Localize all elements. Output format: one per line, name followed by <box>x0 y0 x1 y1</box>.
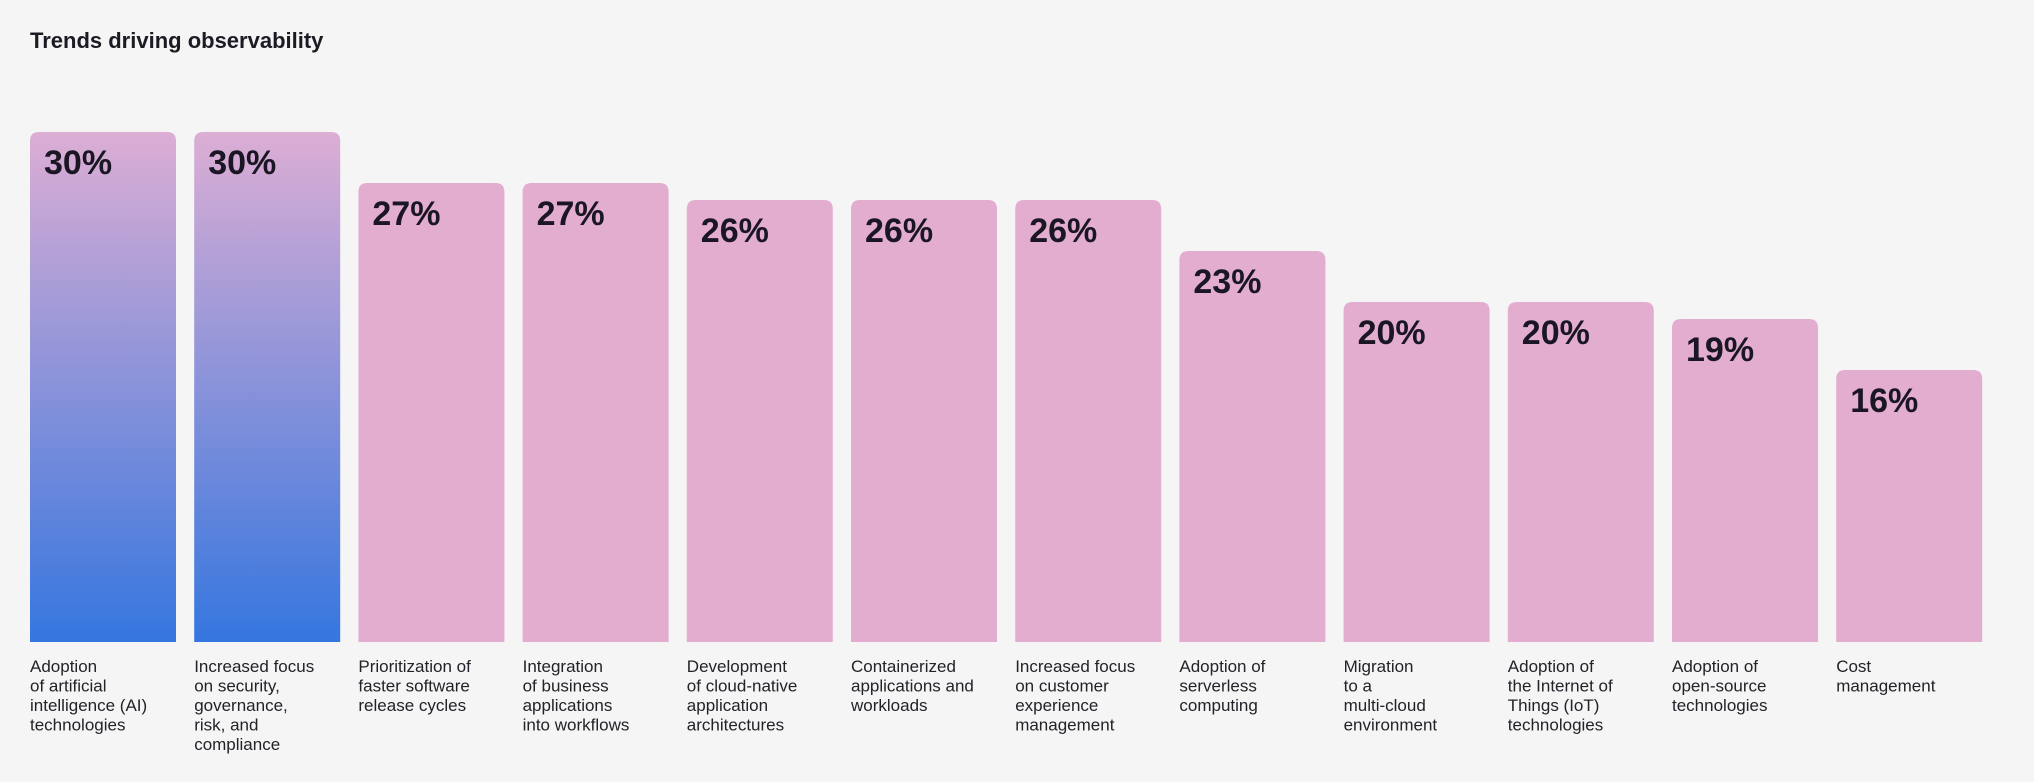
bar-value-label-5: 26% <box>701 212 769 250</box>
category-label-line: Integration <box>523 657 603 676</box>
bar-1 <box>30 132 176 642</box>
category-label-line: Prioritization of <box>358 657 471 676</box>
category-label-line: Development <box>687 657 787 676</box>
category-label-line: experience <box>1015 696 1098 715</box>
category-label-line: application <box>687 696 768 715</box>
category-label-line: intelligence (AI) <box>30 696 147 715</box>
category-label-line: Increased focus <box>1015 657 1135 676</box>
category-label-line: of business <box>523 677 609 696</box>
bar-value-label-6: 26% <box>865 212 933 250</box>
bar-4 <box>522 183 669 642</box>
category-label-line: risk, and <box>194 716 258 735</box>
category-label-line: open-source <box>1672 677 1767 696</box>
category-label-line: environment <box>1344 716 1438 735</box>
bar-value-label-11: 19% <box>1686 331 1754 369</box>
bar-value-label-3: 27% <box>372 195 440 233</box>
category-label-line: of artificial <box>30 677 107 696</box>
bar-value-label-2: 30% <box>208 144 276 182</box>
category-label-11: Adoption of open-source technologies <box>1672 657 1767 715</box>
bars-group: 30% 30% 27% 27% 26% 26% 26% 23% 20% 20% 19% 16% <box>30 132 1983 642</box>
category-label-8: Adoption of serverless computing <box>1179 657 1265 715</box>
category-label-line: multi-cloud <box>1344 696 1426 715</box>
bar-11 <box>1672 319 1818 642</box>
category-label-line: Migration <box>1344 657 1414 676</box>
bar-value-label-8: 23% <box>1193 263 1261 301</box>
category-label-line: release cycles <box>358 696 466 715</box>
category-label-line: Adoption of <box>1672 657 1758 676</box>
category-label-line: Cost <box>1836 657 1871 676</box>
bar-5 <box>686 200 833 642</box>
chart-title: Trends driving observability <box>30 28 324 53</box>
category-label-line: applications <box>523 696 613 715</box>
category-label-line: management <box>1015 716 1115 735</box>
category-label-line: applications and <box>851 677 974 696</box>
category-label-9: Migration to a multi-cloud environment <box>1344 657 1438 735</box>
bar-8 <box>1179 251 1326 642</box>
category-label-line: the Internet of <box>1508 677 1613 696</box>
category-label-1: Adoption of artificial intelligence (AI) te… <box>30 657 147 735</box>
category-label-line: technologies <box>1508 716 1603 735</box>
category-label-line: technologies <box>30 716 125 735</box>
category-label-line: into workflows <box>523 716 630 735</box>
category-label-line: Things (IoT) <box>1508 696 1600 715</box>
bar-value-label-9: 20% <box>1358 314 1426 352</box>
bar-9 <box>1343 302 1490 642</box>
bar-value-label-1: 30% <box>44 144 112 182</box>
category-label-line: of cloud-native <box>687 677 798 696</box>
bar-value-label-7: 26% <box>1029 212 1097 250</box>
category-label-line: faster software <box>358 677 470 696</box>
category-label-10: Adoption of the Internet of Things (IoT) te… <box>1508 657 1613 735</box>
bar-10 <box>1507 302 1654 642</box>
category-labels-group: Adoption of artificial intelligence (AI) te… <box>30 657 1936 754</box>
category-label-12: Cost management <box>1836 657 1936 696</box>
category-label-line: Adoption of <box>1179 657 1265 676</box>
category-label-line: on security, <box>194 677 280 696</box>
bar-3 <box>358 183 505 642</box>
category-label-2: Increased focus on security, governance, ri… <box>194 657 314 754</box>
category-label-line: computing <box>1179 696 1257 715</box>
category-label-3: Prioritization of faster software release … <box>358 657 471 715</box>
bar-value-label-4: 27% <box>537 195 605 233</box>
category-label-line: technologies <box>1672 696 1767 715</box>
category-label-line: to a <box>1344 677 1373 696</box>
category-label-line: Adoption <box>30 657 97 676</box>
bar-2 <box>194 132 341 642</box>
category-label-line: architectures <box>687 716 784 735</box>
category-label-6: Containerized applications and workloads <box>850 657 974 715</box>
category-label-line: serverless <box>1179 677 1256 696</box>
category-label-line: workloads <box>850 696 928 715</box>
category-label-7: Increased focus on customer experience mana… <box>1015 657 1135 735</box>
category-label-line: governance, <box>194 696 288 715</box>
category-label-line: compliance <box>194 735 280 754</box>
category-label-line: on customer <box>1015 677 1109 696</box>
category-label-line: Adoption of <box>1508 657 1594 676</box>
category-label-line: management <box>1836 677 1936 696</box>
bar-value-label-12: 16% <box>1850 382 1918 420</box>
category-label-4: Integration of business applications into w… <box>523 657 630 735</box>
bar-7 <box>1015 200 1162 642</box>
bar-value-label-10: 20% <box>1522 314 1590 352</box>
category-label-line: Increased focus <box>194 657 314 676</box>
category-label-line: Containerized <box>851 657 956 676</box>
bar-12 <box>1836 370 1983 642</box>
bar-6 <box>851 200 997 642</box>
category-label-5: Development of cloud-native application arc… <box>687 657 798 735</box>
